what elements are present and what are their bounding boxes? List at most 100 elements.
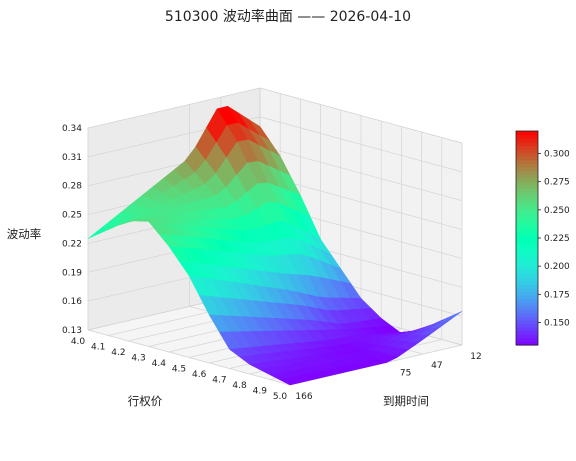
grid-y [87, 329, 291, 386]
colorbar-segment [516, 184, 538, 189]
z-tick-label: 0.34 [62, 124, 82, 134]
colorbar-segment [516, 259, 538, 264]
colorbar-segment [516, 220, 538, 225]
x-tick-label: 4.0 [71, 337, 86, 347]
x-tick-label: 4.2 [111, 348, 125, 358]
colorbar-tick-label: 0.225 [544, 234, 570, 244]
colorbar-segment [516, 241, 538, 246]
x-tick-label: 4.5 [172, 365, 186, 375]
surface-patch [279, 377, 302, 386]
y-tick-label: 75 [400, 368, 411, 378]
colorbar-segment [516, 134, 538, 139]
colorbar-segment [516, 320, 538, 325]
colorbar-segment [516, 159, 538, 164]
x-tick-label: 4.9 [253, 387, 268, 397]
colorbar-tick-label: 0.200 [544, 262, 570, 272]
colorbar-segment [516, 277, 538, 282]
y-tick-label: 166 [295, 392, 312, 402]
colorbar-segment [516, 302, 538, 307]
x-tick-label: 4.1 [91, 343, 105, 353]
colorbar-segment [516, 245, 538, 250]
z-tick-label: 0.13 [62, 326, 82, 336]
colorbar-segment [516, 291, 538, 296]
colorbar-segment [516, 195, 538, 200]
colorbar-segment [516, 138, 538, 143]
colorbar-segment [516, 198, 538, 203]
colorbar-segment [516, 298, 538, 303]
z-axis-ticks: 0.13 0.16 0.19 0.22 0.25 0.28 0.31 0.34 [62, 124, 82, 336]
z-tick-label: 0.16 [62, 297, 82, 307]
chart-title: 510300 波动率曲面 —— 2026-04-10 [165, 8, 411, 25]
colorbar-segment [516, 295, 538, 300]
colorbar: 0.150 0.175 0.200 0.225 0.250 0.275 0.300 [515, 130, 570, 346]
colorbar-segment [516, 248, 538, 253]
z-tick-label: 0.19 [62, 268, 82, 278]
x-tick-label: 4.8 [232, 381, 247, 391]
x-tick-label: 4.7 [212, 376, 226, 386]
surface [87, 105, 463, 386]
colorbar-tick-label: 0.275 [544, 178, 570, 188]
colorbar-tick-label: 0.250 [544, 206, 570, 216]
colorbar-tick-label: 0.175 [544, 290, 570, 300]
colorbar-segment [516, 341, 538, 346]
colorbar-segment [516, 180, 538, 186]
colorbar-segment [516, 191, 538, 196]
colorbar-segment [516, 170, 538, 175]
colorbar-segment [516, 234, 538, 239]
colorbar-segment [516, 209, 538, 214]
colorbar-segment [516, 284, 538, 289]
colorbar-segment [516, 262, 538, 268]
y-tick-label: 12 [470, 352, 481, 362]
y-axis-label: 到期时间 [383, 394, 429, 408]
y-tick-label: 47 [431, 361, 442, 371]
colorbar-segment [516, 327, 538, 332]
colorbar-segment [516, 316, 538, 321]
x-axis-label: 行权价 [128, 394, 163, 408]
colorbar-segment [516, 163, 538, 168]
colorbar-segment [516, 330, 538, 335]
colorbar-segment [516, 309, 538, 314]
colorbar-tick-label: 0.300 [544, 150, 570, 160]
x-tick-label: 5.0 [273, 392, 288, 402]
z-tick-label: 0.22 [62, 239, 82, 249]
colorbar-segment [516, 280, 538, 285]
colorbar-segment [516, 323, 538, 328]
z-axis-label: 波动率 [7, 227, 42, 241]
colorbar-segment [516, 173, 538, 178]
colorbar-segment [516, 145, 538, 150]
x-tick-label: 4.6 [192, 370, 207, 380]
colorbar-segment [516, 334, 538, 339]
z-tick-label: 0.31 [62, 153, 82, 163]
colorbar-segment [516, 230, 538, 236]
y-axis-ticks: 12 47 75 166 [295, 352, 481, 402]
colorbar-segment [516, 287, 538, 293]
colorbar-segment [516, 205, 538, 211]
colorbar-segment [516, 252, 538, 257]
grid-z [87, 87, 261, 129]
x-axis-ticks: 4.0 4.1 4.2 4.3 4.4 4.5 4.6 4.7 4.8 4.9 5.0 [71, 337, 288, 402]
colorbar-tick-label: 0.150 [544, 318, 570, 328]
colorbar-segment [516, 305, 538, 310]
colorbar-segment [516, 166, 538, 171]
colorbar-segment [516, 148, 538, 153]
colorbar-segment [516, 255, 538, 260]
colorbar-segment [516, 155, 538, 161]
colorbar-segment [516, 312, 538, 318]
colorbar-segment [516, 337, 538, 343]
colorbar-segment [516, 227, 538, 232]
colorbar-segment [516, 266, 538, 271]
z-tick-label: 0.28 [62, 182, 82, 192]
z-tick-label: 0.25 [62, 211, 82, 221]
colorbar-segment [516, 177, 538, 182]
colorbar-segment [516, 213, 538, 218]
x-tick-label: 4.3 [131, 354, 145, 364]
colorbar-segment [516, 152, 538, 157]
colorbar-segment [516, 188, 538, 193]
x-tick-label: 4.4 [152, 359, 167, 369]
colorbar-segment [516, 273, 538, 278]
colorbar-segment [516, 238, 538, 243]
colorbar-segment [516, 270, 538, 275]
colorbar-segment [516, 141, 538, 146]
colorbar-segment [516, 131, 538, 136]
